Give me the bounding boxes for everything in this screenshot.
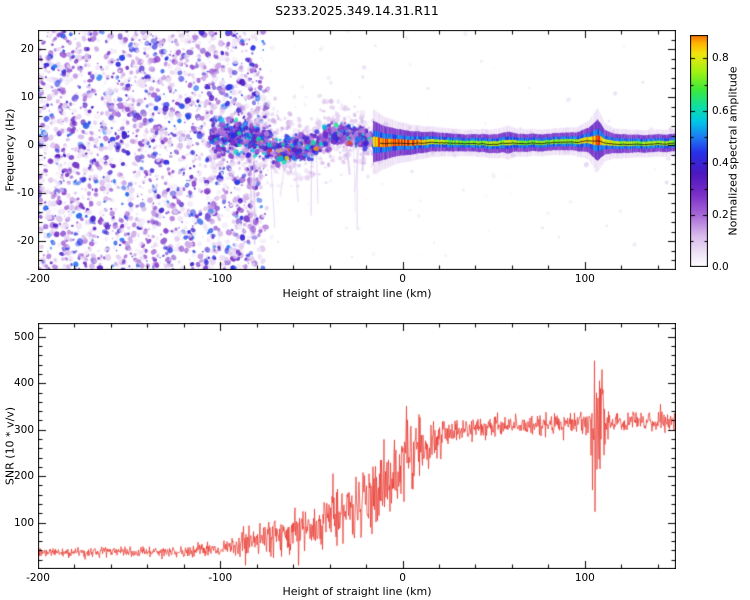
colorbar-canvas [690, 35, 708, 267]
snr-y-tick-label: 500 [13, 330, 34, 343]
colorbar-tick-label: 0.4 [712, 156, 729, 169]
spec-x-tick-label: 0 [399, 273, 406, 285]
snr-y-tick-label: 100 [13, 516, 34, 529]
snr-x-tick-label: -100 [208, 572, 233, 584]
snr-x-tick-label: 0 [399, 572, 406, 584]
snr-y-tick-label: 200 [13, 470, 34, 483]
spec-y-tick-label: 0 [27, 139, 34, 152]
spectrogram-canvas [38, 30, 676, 270]
snr-xlabel: Height of straight line (km) [282, 585, 432, 598]
figure-title: S233.2025.349.14.31.R11 [275, 3, 439, 18]
colorbar-tick-label: 0.6 [712, 104, 729, 117]
snr-canvas [38, 323, 676, 569]
spec-x-tick-label: -100 [208, 273, 233, 285]
colorbar-tick-label: 0.2 [712, 208, 729, 221]
spectrogram-xlabel: Height of straight line (km) [282, 287, 432, 300]
spec-y-tick-label: 10 [20, 91, 34, 104]
spec-y-tick-label: -20 [16, 235, 34, 248]
snr-y-tick-label: 400 [13, 377, 34, 390]
spec-x-tick-label: -200 [26, 273, 50, 285]
colorbar-tick-label: 0.8 [712, 52, 729, 65]
snr-y-tick-label: 300 [13, 423, 34, 436]
spec-y-tick-label: 20 [20, 43, 34, 56]
spec-x-tick-label: 100 [574, 273, 595, 285]
snr-x-tick-label: -200 [26, 572, 50, 584]
colorbar-tick-label: 0.0 [712, 261, 729, 273]
snr-x-tick-label: 100 [574, 572, 595, 584]
spec-y-tick-label: -10 [16, 187, 34, 200]
